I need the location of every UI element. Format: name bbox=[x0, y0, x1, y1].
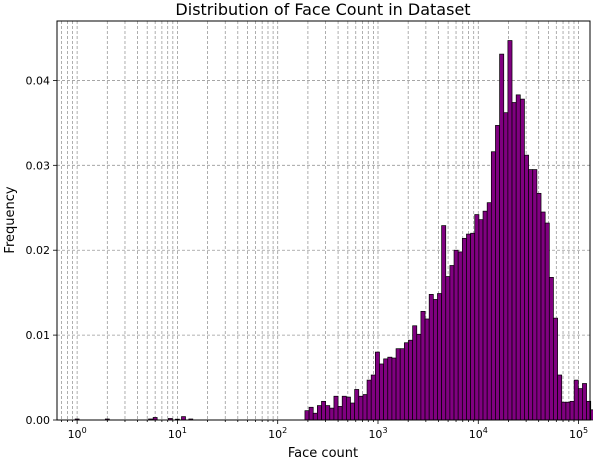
histogram-bar bbox=[486, 202, 492, 421]
histogram-bar bbox=[412, 325, 418, 421]
histogram-bar bbox=[308, 406, 314, 421]
histogram-bar bbox=[490, 151, 496, 421]
histogram-bar bbox=[379, 363, 384, 421]
histogram-bar bbox=[325, 405, 331, 421]
histogram-bar bbox=[569, 400, 575, 421]
histogram-bar bbox=[358, 395, 364, 421]
y-tick-label: 0.00 bbox=[26, 414, 51, 427]
histogram-bar bbox=[557, 374, 563, 421]
histogram-bar bbox=[354, 389, 360, 421]
chart-title: Distribution of Face Count in Dataset bbox=[175, 0, 470, 19]
histogram-bar bbox=[341, 395, 347, 421]
histogram-bar bbox=[540, 211, 546, 421]
x-axis-label: Face count bbox=[288, 446, 358, 460]
histogram-bar bbox=[528, 169, 534, 421]
histogram-bar bbox=[499, 53, 505, 421]
histogram-bar bbox=[408, 339, 413, 421]
y-tick-label: 0.01 bbox=[26, 329, 51, 342]
histogram-bar bbox=[445, 276, 451, 421]
histogram-bar bbox=[374, 351, 380, 421]
histogram-bar bbox=[362, 394, 368, 421]
histogram-bar bbox=[449, 265, 455, 421]
x-tick-label: 102 bbox=[268, 426, 287, 441]
histogram-bar bbox=[399, 348, 405, 421]
x-ticks: 100 101 102 103 104 105 bbox=[61, 420, 588, 441]
histogram-bar bbox=[544, 222, 550, 421]
histogram-bar bbox=[466, 233, 471, 421]
histogram-bar bbox=[461, 237, 467, 421]
histogram-bar bbox=[548, 277, 554, 421]
histogram-bar bbox=[329, 407, 335, 421]
histogram-bar bbox=[561, 401, 567, 421]
y-tick-label: 0.02 bbox=[26, 244, 51, 257]
histogram-bar bbox=[565, 401, 571, 421]
y-ticks: 0.00 0.01 0.02 0.03 0.04 bbox=[26, 74, 57, 427]
histogram-bar bbox=[478, 219, 484, 421]
histogram-bar bbox=[577, 388, 583, 421]
histogram-bar bbox=[333, 395, 339, 421]
histogram-bar bbox=[532, 169, 538, 421]
histogram-bar bbox=[350, 402, 355, 421]
histogram-bar bbox=[337, 406, 343, 421]
histogram-bar bbox=[457, 251, 463, 421]
histogram-bar bbox=[495, 125, 500, 421]
histogram-bar bbox=[553, 317, 558, 421]
y-tick-label: 0.03 bbox=[26, 159, 51, 172]
histogram-bar bbox=[470, 232, 476, 421]
histogram-bar bbox=[420, 310, 426, 421]
x-tick-label: 101 bbox=[168, 426, 187, 441]
histogram-bar bbox=[507, 40, 513, 421]
histogram-bar bbox=[383, 358, 389, 421]
histogram-bar bbox=[482, 210, 488, 421]
histogram-bar bbox=[474, 214, 480, 421]
histogram-bar bbox=[317, 405, 322, 421]
histogram-bar bbox=[395, 348, 401, 421]
histogram-bar bbox=[370, 374, 376, 421]
bars-layer bbox=[74, 40, 593, 421]
histogram-bar bbox=[391, 357, 397, 421]
histogram-bar bbox=[387, 356, 393, 421]
y-tick-label: 0.04 bbox=[26, 74, 51, 87]
histogram-bar bbox=[536, 192, 542, 421]
histogram-bar bbox=[441, 225, 447, 421]
histogram-bar bbox=[321, 400, 326, 421]
x-tick-label: 105 bbox=[569, 426, 588, 441]
histogram-bar bbox=[346, 396, 351, 421]
histogram-bar bbox=[432, 299, 438, 421]
histogram-bar bbox=[515, 94, 521, 421]
plot-frame bbox=[56, 20, 591, 421]
x-tick-label: 104 bbox=[469, 426, 488, 441]
x-tick-label: 100 bbox=[68, 426, 87, 441]
histogram-bar bbox=[181, 416, 186, 421]
histogram-bar bbox=[416, 333, 422, 421]
histogram-bar bbox=[437, 293, 442, 421]
histogram-bar bbox=[304, 410, 310, 421]
histogram-bar bbox=[403, 342, 409, 421]
histogram-bar bbox=[366, 379, 372, 421]
x-tick-label: 103 bbox=[368, 426, 387, 441]
histogram-bar bbox=[573, 379, 579, 421]
histogram-bar bbox=[428, 294, 434, 421]
y-axis-label: Frequency bbox=[3, 186, 18, 253]
histogram-bar bbox=[582, 383, 587, 421]
histogram-bar bbox=[453, 249, 459, 421]
histogram-bar bbox=[511, 102, 517, 421]
histogram-bar bbox=[503, 112, 509, 421]
histogram-bar bbox=[524, 154, 529, 421]
histogram-bar bbox=[312, 412, 318, 421]
histogram-bar bbox=[424, 318, 430, 421]
histogram-bar bbox=[519, 98, 525, 421]
